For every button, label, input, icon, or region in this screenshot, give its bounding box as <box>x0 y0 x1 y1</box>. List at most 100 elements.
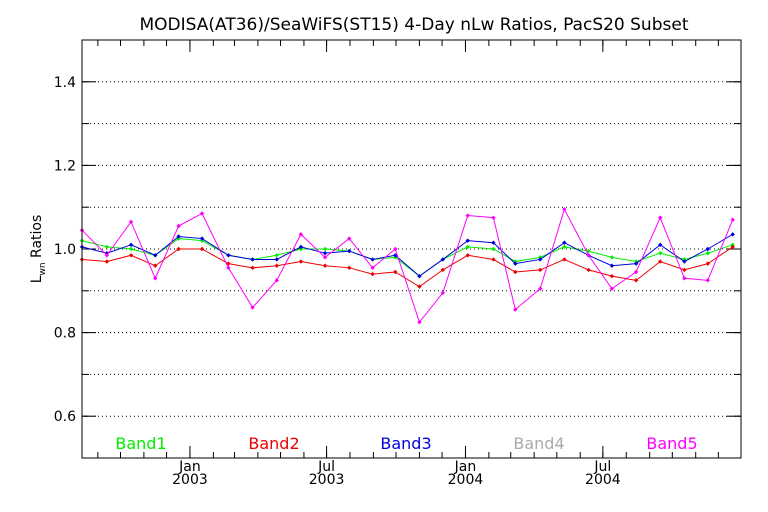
x-tick-year: 2004 <box>448 472 484 488</box>
x-tick-year: 2003 <box>309 472 345 488</box>
data-point <box>609 286 615 291</box>
data-point <box>705 250 710 256</box>
data-point <box>586 267 591 273</box>
data-point <box>730 217 735 222</box>
data-point <box>153 276 158 281</box>
data-point <box>513 269 518 275</box>
data-point <box>633 278 639 283</box>
legend-band5: Band5 <box>646 434 697 453</box>
data-point <box>274 257 279 262</box>
data-point <box>176 223 181 229</box>
data-point <box>176 234 181 239</box>
data-point <box>274 253 279 258</box>
series-line <box>81 246 733 288</box>
x-tick-year: 2003 <box>172 472 208 488</box>
data-point <box>104 244 110 250</box>
data-point <box>658 242 663 248</box>
series-band5 <box>79 207 735 325</box>
legend-band2: Band2 <box>248 434 299 453</box>
data-point <box>250 265 255 271</box>
legend: Band1 Band2 Band3 Band4 Band5 <box>115 434 697 453</box>
data-point <box>491 246 496 252</box>
series-line <box>81 238 733 277</box>
data-point <box>104 259 110 264</box>
data-point <box>562 240 567 245</box>
data-point <box>562 244 567 250</box>
y-tick-label: 1.4 <box>54 75 76 91</box>
data-point <box>538 257 543 262</box>
data-point <box>274 263 279 268</box>
data-point <box>347 248 352 254</box>
data-point <box>491 215 496 220</box>
data-point <box>538 267 543 273</box>
y-tick-label: 1.0 <box>54 242 76 258</box>
data-point <box>250 257 255 262</box>
data-point <box>730 244 735 250</box>
y-axis-label-rest: Ratios <box>29 215 45 263</box>
data-point <box>370 265 375 271</box>
data-point <box>658 250 663 256</box>
data-point <box>513 261 518 266</box>
data-point <box>393 253 398 258</box>
data-point <box>322 263 328 268</box>
x-tick-month: Jan <box>178 459 201 475</box>
y-tick-label: 0.8 <box>54 326 76 342</box>
data-point <box>513 307 518 312</box>
data-point <box>658 259 663 264</box>
y-axis: 0.6 0.8 1.0 1.2 1.4 <box>54 75 741 425</box>
data-point <box>347 236 352 241</box>
data-point <box>633 269 639 275</box>
data-point <box>682 276 687 281</box>
data-point <box>440 257 446 262</box>
x-tick-month: Jul <box>593 459 611 475</box>
data-point <box>153 253 158 258</box>
data-point <box>440 290 446 296</box>
data-point <box>609 263 615 268</box>
data-point <box>538 286 543 291</box>
y-axis-label-sub: wn <box>38 262 48 275</box>
data-point <box>298 244 304 250</box>
series-band3 <box>79 232 735 279</box>
data-point <box>298 232 304 237</box>
data-point <box>705 278 710 283</box>
data-point <box>370 257 375 262</box>
data-point <box>104 253 110 258</box>
data-point <box>128 246 134 252</box>
y-axis-label: Lwn Ratios <box>29 215 48 284</box>
data-point <box>274 278 279 283</box>
x-tick-year: 2004 <box>585 472 621 488</box>
data-point <box>128 219 134 225</box>
data-point <box>465 238 470 243</box>
data-point <box>393 269 398 275</box>
data-point <box>682 259 687 264</box>
data-point <box>298 259 304 264</box>
legend-band1: Band1 <box>115 434 166 453</box>
data-point <box>417 284 422 289</box>
data-point <box>705 246 710 252</box>
data-point <box>226 253 231 258</box>
data-point <box>417 273 422 279</box>
data-point <box>250 305 255 310</box>
data-point <box>370 271 375 277</box>
data-point <box>226 265 231 271</box>
x-tick-month: Jul <box>317 459 335 475</box>
data-point <box>393 246 398 252</box>
legend-band3: Band3 <box>380 434 431 453</box>
data-point <box>730 232 735 237</box>
x-tick-month: Jan <box>454 459 477 475</box>
data-point <box>658 215 663 220</box>
data-point <box>199 246 205 252</box>
data-point <box>609 255 615 260</box>
data-point <box>128 253 134 258</box>
data-point <box>322 246 328 252</box>
data-point <box>465 244 470 250</box>
data-point <box>586 253 591 258</box>
data-point <box>417 319 422 325</box>
data-point <box>176 246 181 252</box>
data-point <box>633 261 639 266</box>
y-axis-label-main: L <box>29 275 45 283</box>
legend-band4: Band4 <box>513 434 564 453</box>
data-point <box>465 213 470 218</box>
data-point <box>609 273 615 279</box>
